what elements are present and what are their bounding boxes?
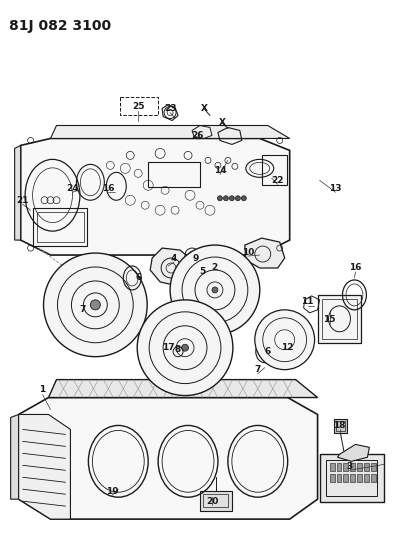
Bar	[371, 463, 376, 471]
Text: 26: 26	[192, 131, 204, 140]
Text: 19: 19	[106, 487, 119, 496]
Bar	[371, 474, 376, 482]
Text: X: X	[219, 118, 225, 127]
Text: 3: 3	[346, 462, 352, 471]
Text: 8: 8	[175, 345, 181, 354]
Text: 12: 12	[282, 343, 294, 352]
Bar	[203, 494, 228, 507]
Text: 7: 7	[79, 305, 86, 314]
Bar	[350, 463, 356, 471]
Bar	[262, 156, 287, 185]
Text: 20: 20	[206, 497, 218, 506]
Circle shape	[44, 253, 147, 357]
Text: 16: 16	[102, 184, 114, 193]
Circle shape	[170, 245, 260, 335]
Text: 6: 6	[265, 347, 271, 356]
Text: 25: 25	[132, 102, 145, 111]
Circle shape	[223, 196, 228, 201]
Circle shape	[137, 300, 233, 395]
Polygon shape	[15, 146, 21, 240]
Bar	[120, 96, 158, 115]
Text: 24: 24	[66, 184, 79, 193]
Circle shape	[255, 310, 314, 370]
Text: 1: 1	[40, 385, 46, 394]
Text: 15: 15	[323, 316, 336, 324]
Bar	[329, 474, 335, 482]
Polygon shape	[150, 248, 192, 286]
Bar	[343, 474, 348, 482]
Polygon shape	[21, 139, 290, 255]
Bar	[36, 212, 84, 242]
Text: 9: 9	[193, 254, 199, 263]
Text: X: X	[200, 104, 208, 113]
Text: 81J 082 3100: 81J 082 3100	[9, 19, 111, 33]
Bar	[329, 463, 335, 471]
Text: 17: 17	[162, 343, 174, 352]
Text: 22: 22	[272, 176, 284, 185]
Text: 18: 18	[333, 421, 346, 430]
Polygon shape	[11, 415, 19, 499]
Bar	[364, 463, 369, 471]
Bar	[364, 474, 369, 482]
Bar	[326, 461, 377, 496]
Bar	[350, 474, 356, 482]
Bar	[335, 422, 345, 431]
Text: 14: 14	[213, 166, 226, 175]
Bar	[318, 295, 362, 343]
Circle shape	[212, 287, 218, 293]
Circle shape	[217, 196, 223, 201]
Polygon shape	[337, 445, 369, 462]
Bar	[333, 419, 347, 433]
Circle shape	[241, 196, 246, 201]
Circle shape	[181, 344, 188, 351]
Text: 7: 7	[255, 365, 261, 374]
Polygon shape	[19, 398, 318, 519]
Bar	[343, 463, 348, 471]
Polygon shape	[51, 125, 290, 139]
Circle shape	[229, 196, 234, 201]
Bar	[358, 474, 362, 482]
Bar	[320, 454, 385, 502]
Bar	[148, 163, 200, 187]
Text: 23: 23	[164, 104, 176, 113]
Bar	[200, 491, 232, 511]
Text: 16: 16	[349, 263, 362, 272]
Polygon shape	[49, 379, 318, 398]
Text: 13: 13	[329, 184, 342, 193]
Circle shape	[90, 300, 100, 310]
Bar	[32, 208, 88, 246]
Bar	[337, 463, 341, 471]
Polygon shape	[245, 238, 285, 268]
Text: 6: 6	[135, 273, 141, 282]
Text: 10: 10	[242, 247, 254, 256]
Polygon shape	[19, 415, 70, 519]
Text: 4: 4	[171, 254, 177, 263]
Bar	[358, 463, 362, 471]
Bar	[322, 299, 358, 339]
Bar	[337, 474, 341, 482]
Text: 2: 2	[211, 263, 217, 272]
Text: 21: 21	[16, 196, 29, 205]
Circle shape	[235, 196, 240, 201]
Text: 5: 5	[199, 268, 205, 277]
Text: 11: 11	[301, 297, 314, 306]
